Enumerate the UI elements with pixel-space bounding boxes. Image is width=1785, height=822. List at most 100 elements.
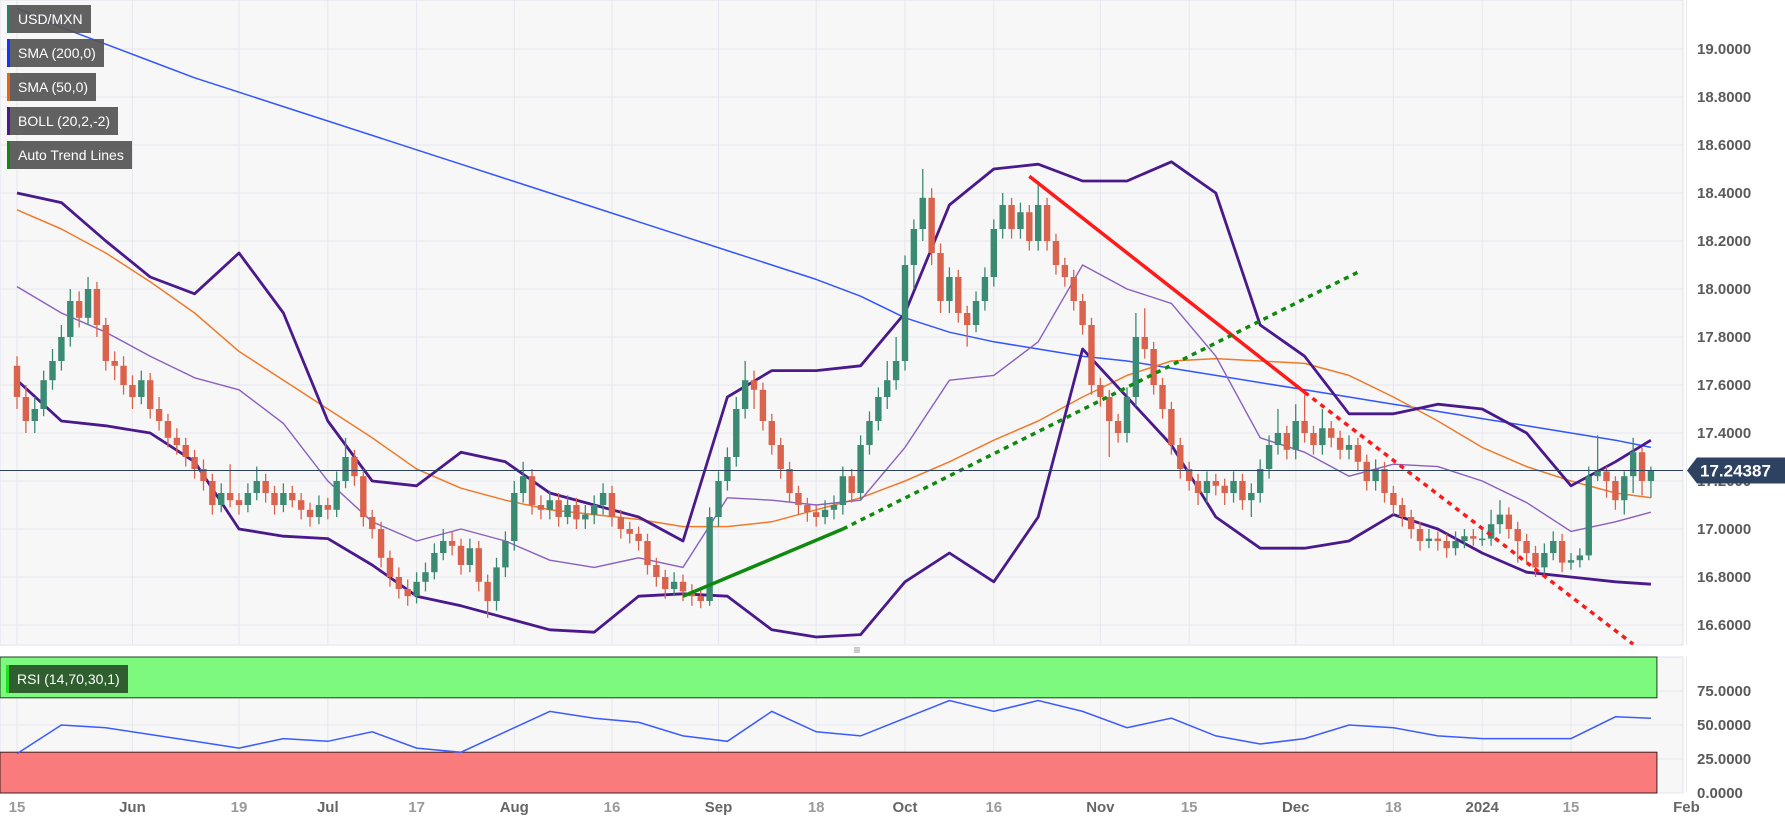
candle-bearish	[937, 253, 944, 301]
time-axis-label: Aug	[500, 799, 529, 816]
candle-bearish	[1106, 397, 1113, 421]
candle-bearish	[528, 476, 536, 505]
candle-bearish	[475, 548, 482, 582]
candle-bearish	[813, 512, 820, 517]
legend-sma50[interactable]: SMA (50,0)	[7, 73, 132, 101]
candle-bearish	[1328, 428, 1335, 438]
candle-bearish	[120, 365, 127, 385]
candle-bearish	[1514, 529, 1521, 541]
candle-bearish	[1283, 433, 1291, 450]
candle-bullish	[40, 380, 47, 409]
candle-bullish	[892, 361, 900, 381]
candle-bullish	[715, 481, 722, 517]
candle-bullish	[1292, 421, 1299, 450]
candle-bearish	[1194, 481, 1202, 493]
legend-auto-trend-lines[interactable]: Auto Trend Lines	[7, 141, 132, 169]
candle-bearish	[1141, 337, 1148, 349]
candle-bullish	[910, 229, 918, 265]
bollinger-upper-band	[16, 160, 1652, 543]
candle-bullish	[1629, 452, 1637, 477]
candle-bearish	[226, 493, 234, 501]
candle-bullish	[1248, 493, 1255, 501]
candle-bullish	[839, 476, 847, 505]
candle-bearish	[617, 517, 625, 529]
candle-bearish	[1638, 452, 1646, 481]
legend-label: SMA (200,0)	[10, 39, 104, 67]
candle-bearish	[395, 577, 403, 589]
price-axis-label: 17.6000	[1697, 377, 1751, 394]
time-axis-label: 2024	[1466, 799, 1500, 816]
panel-resize-handle[interactable]: ≡	[853, 643, 861, 657]
candle-bullish	[1647, 470, 1655, 481]
candle-bullish	[1257, 469, 1264, 493]
legend-label: RSI (14,70,30,1)	[9, 665, 128, 693]
sma200-line	[16, 7, 1652, 449]
candle-bullish	[1594, 471, 1601, 477]
candle-bullish	[1576, 555, 1584, 561]
candle-bearish	[1532, 553, 1539, 568]
time-axis-label: Oct	[892, 799, 917, 816]
legend-usdmxn[interactable]: USD/MXN	[7, 5, 132, 33]
legend-label: BOLL (20,2,-2)	[10, 107, 119, 135]
candle-bullish	[591, 505, 598, 515]
candle-bearish	[1558, 541, 1566, 563]
legend-rsi[interactable]: RSI (14,70,30,1)	[6, 665, 128, 693]
candle-bullish	[919, 197, 926, 229]
candle-bullish	[875, 397, 882, 421]
candle-bullish	[830, 505, 838, 510]
legend-boll[interactable]: BOLL (20,2,-2)	[7, 107, 132, 135]
rsi-axis-label: 50.0000	[1697, 717, 1751, 734]
price-axis-label: 18.6000	[1697, 137, 1751, 154]
candle-bearish	[1052, 241, 1060, 265]
candle-bullish	[84, 289, 92, 318]
time-axis-label: Jul	[317, 799, 339, 816]
candle-bullish	[333, 481, 340, 510]
candle-bearish	[386, 557, 394, 577]
candle-bearish	[1443, 541, 1450, 549]
candle-bullish	[724, 457, 731, 481]
rsi-oversold-zone	[0, 751, 1658, 794]
time-axis-label: Sep	[705, 799, 733, 816]
legend-color-swatch	[7, 141, 10, 169]
candle-bullish	[218, 493, 225, 505]
candle-bullish	[1132, 337, 1140, 397]
legend-sma200[interactable]: SMA (200,0)	[7, 39, 132, 67]
candle-bullish	[440, 541, 447, 553]
trend-line-down-solid	[1028, 174, 1306, 394]
candle-bearish	[75, 301, 83, 318]
legend-color-swatch	[7, 73, 10, 101]
candle-bullish	[1479, 538, 1486, 541]
candle-bullish	[1461, 536, 1468, 541]
price-plot	[13, 7, 1655, 645]
candle-bullish	[733, 409, 740, 457]
time-axis-label: 19	[231, 799, 248, 816]
candle-bullish	[1319, 428, 1326, 445]
candle-bearish	[13, 365, 21, 397]
candle-bullish	[1550, 541, 1557, 553]
candle-bullish	[58, 337, 65, 361]
candle-bearish	[102, 325, 109, 361]
candle-bearish	[955, 277, 962, 313]
candle-bearish	[111, 361, 118, 366]
candle-bearish	[191, 457, 198, 469]
legend-color-swatch	[6, 665, 9, 693]
candle-bearish	[1079, 301, 1086, 325]
candle-bullish	[413, 581, 420, 597]
candle-bearish	[1416, 529, 1424, 541]
candle-bearish	[653, 565, 660, 577]
candle-bullish	[1345, 445, 1353, 450]
candle-bearish	[626, 529, 633, 534]
candle-bearish	[768, 421, 775, 445]
candle-bearish	[635, 533, 642, 541]
candle-bearish	[1470, 536, 1477, 539]
candle-bullish	[981, 277, 989, 301]
candle-bullish	[884, 380, 891, 397]
candle-bearish	[262, 481, 269, 493]
price-axis-label: 17.8000	[1697, 329, 1751, 346]
candle-bullish	[564, 505, 571, 517]
time-axis-label: Jun	[119, 799, 146, 816]
candle-bullish	[511, 493, 518, 541]
candle-bullish	[1567, 560, 1575, 563]
candle-bearish	[1043, 205, 1051, 241]
